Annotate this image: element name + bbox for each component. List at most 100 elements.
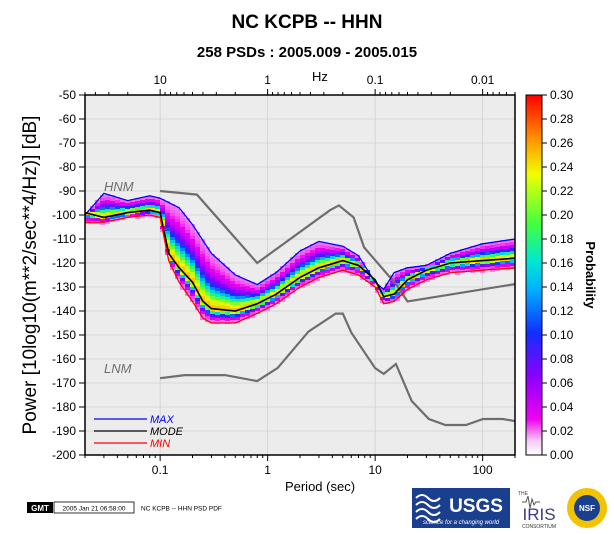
density-cell [190, 242, 195, 245]
density-cell [315, 266, 320, 269]
density-cell [340, 246, 345, 249]
density-cell [465, 257, 470, 260]
density-cell [155, 206, 160, 209]
density-cell [225, 279, 230, 282]
density-cell [85, 215, 90, 218]
density-cell [245, 292, 250, 295]
density-cell [510, 263, 515, 266]
density-cell [235, 284, 240, 287]
density-cell [475, 251, 480, 254]
density-cell [315, 269, 320, 272]
density-cell [220, 281, 225, 284]
colorbar-tick-label: 0.04 [550, 400, 574, 414]
density-cell [190, 272, 195, 275]
density-cell [490, 248, 495, 251]
density-cell [385, 298, 390, 301]
density-cell [485, 261, 490, 264]
colorbar-tick-label: 0.08 [550, 352, 574, 366]
density-cell [415, 284, 420, 287]
density-cell [455, 251, 460, 254]
density-cell [175, 261, 180, 264]
density-cell [195, 286, 200, 289]
density-cell [210, 275, 215, 278]
density-cell [145, 205, 150, 208]
density-cell [395, 298, 400, 301]
y-axis: -50 -60 -70 -80 -90 -100 -110 -120 -130 -140 -150 -… [52, 88, 85, 462]
density-cell [160, 217, 165, 220]
density-cell [280, 275, 285, 278]
density-cell [250, 315, 255, 318]
density-cell [235, 302, 240, 305]
density-cell [180, 233, 185, 236]
density-cell [165, 225, 170, 228]
density-cell [315, 263, 320, 266]
density-cell [240, 311, 245, 314]
density-cell [175, 258, 180, 261]
density-cell [175, 228, 180, 231]
density-cell [170, 243, 175, 246]
colorbar-tick-label: 0.02 [550, 424, 574, 438]
density-cell [470, 246, 475, 249]
density-cell [465, 266, 470, 269]
density-cell [95, 209, 100, 212]
density-cell [170, 255, 175, 258]
density-cell [490, 269, 495, 272]
density-cell [345, 267, 350, 270]
density-cell [240, 281, 245, 284]
density-cell [300, 264, 305, 267]
density-cell [190, 257, 195, 260]
density-cell [500, 249, 505, 252]
density-cell [310, 277, 315, 280]
density-cell [355, 258, 360, 261]
density-cell [295, 271, 300, 274]
density-cell [285, 289, 290, 292]
density-cell [290, 284, 295, 287]
density-cell [115, 206, 120, 209]
density-cell [220, 272, 225, 275]
density-cell [325, 255, 330, 258]
density-cell [495, 262, 500, 265]
density-cell [435, 271, 440, 274]
density-cell [260, 284, 265, 287]
density-cell [180, 242, 185, 245]
density-cell [395, 292, 400, 295]
density-cell [410, 273, 415, 276]
density-cell [170, 207, 175, 210]
density-cell [370, 281, 375, 284]
density-cell [170, 249, 175, 252]
density-cell [210, 317, 215, 320]
density-cell [125, 209, 130, 212]
density-cell [255, 308, 260, 311]
density-cell [390, 284, 395, 287]
density-cell [260, 281, 265, 284]
density-cell [195, 280, 200, 283]
density-cell [370, 278, 375, 281]
density-cell [335, 269, 340, 272]
density-cell [440, 263, 445, 266]
density-cell [475, 245, 480, 248]
density-cell [105, 203, 110, 206]
density-cell [115, 197, 120, 200]
density-cell [230, 314, 235, 317]
density-cell [285, 268, 290, 271]
density-cell [175, 216, 180, 219]
density-cell [280, 281, 285, 284]
density-cell [335, 245, 340, 248]
density-cell [170, 234, 175, 237]
density-cell [350, 267, 355, 270]
density-cell [170, 237, 175, 240]
density-cell [245, 310, 250, 313]
iris-consortium: CONSORTIUM [522, 524, 556, 530]
density-cell [220, 311, 225, 314]
density-cell [180, 281, 185, 284]
density-cell [140, 215, 145, 218]
density-cell [340, 261, 345, 264]
density-cell [200, 260, 205, 263]
density-cell [165, 222, 170, 225]
density-cell [240, 317, 245, 320]
y-tick-label: -140 [52, 304, 76, 318]
density-cell [135, 198, 140, 201]
density-cell [260, 287, 265, 290]
density-cell [235, 296, 240, 299]
